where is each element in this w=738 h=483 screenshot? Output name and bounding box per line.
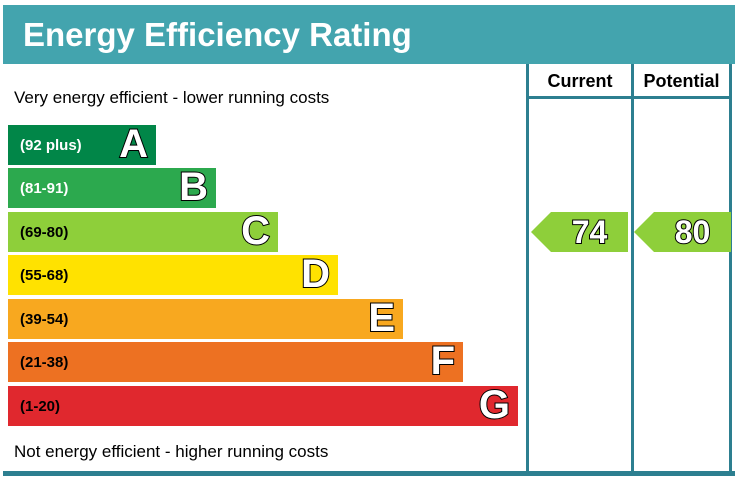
band-b-range: (81-91)	[20, 179, 69, 197]
potential-column-header: Potential	[643, 70, 720, 91]
band-e-range: (39-54)	[20, 310, 69, 328]
band-g: (1-20) G	[8, 383, 518, 428]
band-a: (92 plus) A	[8, 122, 156, 167]
table-right-line	[729, 64, 732, 475]
band-d-letter: D	[300, 252, 331, 297]
band-c: (69-80) C	[8, 209, 278, 254]
table-left-line	[526, 64, 529, 475]
band-a-letter: A	[118, 122, 149, 167]
potential-rating-value: 80	[674, 214, 712, 250]
band-f: (21-38) F	[8, 339, 463, 384]
band-f-range: (21-38)	[20, 353, 69, 371]
band-e-letter: E	[367, 296, 396, 341]
band-f-letter: F	[430, 339, 456, 384]
top-note: Very energy efficient - lower running co…	[14, 88, 330, 107]
table-divider-line	[631, 64, 634, 475]
band-g-letter: G	[478, 383, 511, 428]
bottom-note: Not energy efficient - higher running co…	[14, 442, 329, 461]
chart-title-bar: Energy Efficiency Rating	[3, 5, 735, 64]
chart-bottom-border	[3, 471, 735, 476]
band-b: (81-91) B	[8, 165, 216, 210]
header-underline	[526, 96, 732, 99]
band-d-range: (55-68)	[20, 266, 69, 284]
band-b-letter: B	[178, 165, 209, 210]
chart-title: Energy Efficiency Rating	[23, 15, 412, 53]
current-column-header: Current	[547, 70, 613, 91]
band-e: (39-54) E	[8, 296, 403, 341]
band-c-letter: C	[240, 209, 271, 254]
current-rating-arrow: 74	[531, 212, 628, 252]
band-d: (55-68) D	[8, 252, 338, 297]
band-a-range: (92 plus)	[20, 136, 82, 154]
band-g-range: (1-20)	[20, 397, 61, 415]
band-c-range: (69-80)	[20, 223, 69, 241]
current-rating-value: 74	[571, 214, 609, 250]
potential-rating-arrow: 80	[634, 212, 731, 252]
